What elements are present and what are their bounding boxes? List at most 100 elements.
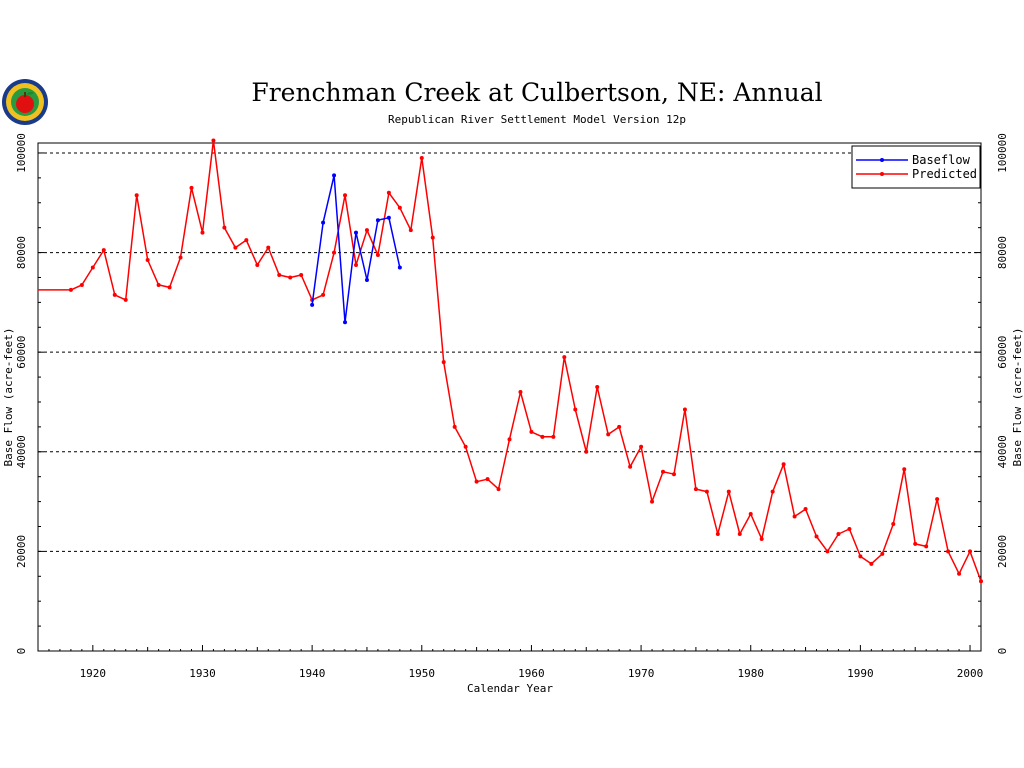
data-point-predicted — [266, 245, 271, 250]
data-point-predicted — [90, 265, 95, 270]
data-point-baseflow — [321, 220, 326, 225]
data-point-predicted — [189, 185, 194, 190]
data-point-predicted — [935, 497, 940, 502]
data-point-predicted — [540, 434, 545, 439]
data-point-baseflow — [397, 265, 402, 270]
data-point-baseflow — [364, 277, 369, 282]
data-point-predicted — [814, 534, 819, 539]
agency-logo — [2, 79, 48, 125]
data-point-predicted — [595, 385, 600, 390]
x-tick-label: 2000 — [957, 667, 984, 680]
data-point-predicted — [68, 287, 73, 292]
legend-marker-baseflow — [880, 158, 884, 162]
data-point-predicted — [233, 245, 238, 250]
data-point-predicted — [726, 489, 731, 494]
data-point-predicted — [397, 205, 402, 210]
data-point-predicted — [474, 479, 479, 484]
data-point-baseflow — [353, 230, 358, 235]
data-point-predicted — [463, 444, 468, 449]
x-tick-label: 1940 — [299, 667, 326, 680]
y-tick-label-left: 80000 — [15, 236, 28, 269]
data-point-predicted — [112, 292, 117, 297]
data-point-predicted — [803, 507, 808, 512]
data-point-predicted — [847, 526, 852, 531]
data-point-predicted — [321, 292, 326, 297]
x-axis-label: Calendar Year — [467, 682, 553, 695]
x-tick-label: 1920 — [80, 667, 107, 680]
data-point-predicted — [343, 193, 348, 198]
data-point-predicted — [650, 499, 655, 504]
x-tick-label: 1970 — [628, 667, 655, 680]
data-point-baseflow — [343, 320, 348, 325]
data-point-predicted — [628, 464, 633, 469]
data-point-predicted — [79, 282, 84, 287]
data-point-predicted — [244, 238, 249, 243]
data-point-baseflow — [310, 302, 315, 307]
data-point-predicted — [759, 536, 764, 541]
y-tick-label-right: 60000 — [996, 336, 1009, 369]
data-point-predicted — [584, 449, 589, 454]
data-point-predicted — [332, 250, 337, 255]
data-point-predicted — [858, 554, 863, 559]
data-point-predicted — [748, 512, 753, 517]
x-tick-label: 1960 — [518, 667, 545, 680]
data-point-predicted — [902, 467, 907, 472]
data-point-predicted — [682, 407, 687, 412]
x-tick-label: 1930 — [189, 667, 216, 680]
data-point-predicted — [781, 462, 786, 467]
data-point-predicted — [123, 297, 128, 302]
legend-marker-predicted — [880, 172, 884, 176]
data-point-predicted — [946, 549, 951, 554]
data-point-predicted — [551, 434, 556, 439]
grid-lines — [38, 152, 981, 552]
data-point-predicted — [957, 571, 962, 576]
data-point-predicted — [529, 429, 534, 434]
y-tick-label-right: 20000 — [996, 535, 1009, 568]
data-point-predicted — [968, 549, 973, 554]
data-point-predicted — [825, 549, 830, 554]
y-tick-label-right: 40000 — [996, 435, 1009, 468]
data-point-predicted — [353, 263, 358, 268]
data-point-predicted — [485, 477, 490, 482]
data-point-predicted — [507, 437, 512, 442]
data-point-predicted — [167, 285, 172, 290]
y-axis-label-right: Base Flow (acre-feet) — [1011, 327, 1024, 466]
y-axis-ticks-left: 0 20000 40000 60000 80000 100000 — [15, 133, 44, 654]
data-point-predicted — [880, 551, 885, 556]
y-axis-label-left: Base Flow (acre-feet) — [2, 327, 15, 466]
legend-label-baseflow: Baseflow — [912, 153, 971, 167]
data-point-predicted — [770, 489, 775, 494]
data-point-predicted — [693, 487, 698, 492]
data-point-predicted — [101, 248, 106, 253]
y-tick-label-right: 80000 — [996, 236, 1009, 269]
data-point-predicted — [704, 489, 709, 494]
y-axis-ticks-right: 0 20000 40000 60000 80000 100000 — [975, 133, 1009, 654]
x-tick-label: 1950 — [409, 667, 436, 680]
data-point-predicted — [979, 579, 983, 584]
data-point-predicted — [419, 155, 424, 160]
data-point-predicted — [200, 230, 205, 235]
chart-subtitle: Republican River Settlement Model Versio… — [388, 113, 686, 126]
data-point-predicted — [913, 541, 918, 546]
data-point-predicted — [573, 407, 578, 412]
data-point-predicted — [452, 424, 457, 429]
data-point-predicted — [661, 469, 666, 474]
data-point-predicted — [441, 360, 446, 365]
y-tick-label-right: 0 — [996, 648, 1009, 655]
chart-title: Frenchman Creek at Culbertson, NE: Annua… — [251, 78, 822, 107]
data-point-predicted — [836, 531, 841, 536]
y-tick-label-left: 20000 — [15, 535, 28, 568]
data-point-predicted — [178, 255, 183, 260]
data-point-predicted — [277, 272, 282, 277]
data-point-predicted — [891, 522, 896, 526]
data-point-predicted — [255, 263, 260, 268]
data-point-predicted — [715, 531, 720, 536]
series-line-baseflow — [311, 174, 401, 324]
data-point-predicted — [924, 544, 929, 549]
y-tick-label-right: 100000 — [996, 133, 1009, 173]
data-point-predicted — [617, 424, 622, 429]
plot-frame — [37, 142, 982, 652]
data-point-predicted — [792, 514, 797, 519]
data-point-predicted — [869, 561, 874, 566]
